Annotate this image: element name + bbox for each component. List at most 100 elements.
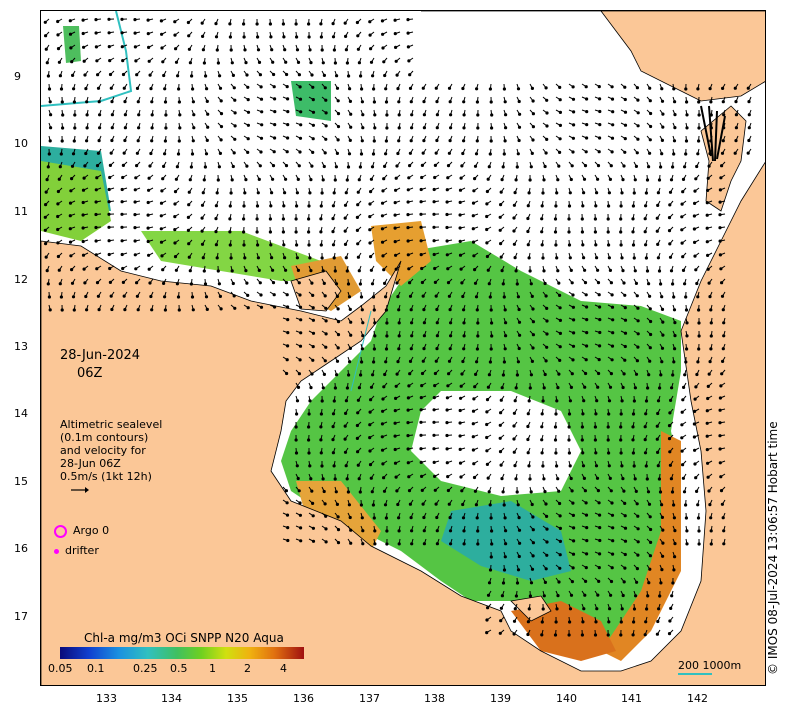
velocity-arrowhead bbox=[500, 386, 504, 390]
velocity-arrowhead bbox=[285, 513, 290, 517]
velocity-arrowhead bbox=[526, 204, 530, 208]
velocity-arrowhead bbox=[706, 188, 710, 192]
velocity-arrowhead bbox=[636, 124, 640, 128]
velocity-arrowhead bbox=[458, 421, 462, 425]
velocity-arrowhead bbox=[696, 87, 700, 91]
velocity-arrowhead bbox=[94, 225, 98, 230]
velocity-arrowhead bbox=[461, 86, 465, 91]
velocity-arrowhead bbox=[643, 425, 647, 429]
velocity-arrowhead bbox=[407, 489, 412, 493]
velocity-arrowhead bbox=[186, 20, 190, 25]
velocity-arrowhead bbox=[503, 100, 507, 104]
velocity-arrowhead bbox=[309, 61, 313, 65]
velocity-arrowhead bbox=[121, 175, 125, 180]
velocity-arrowhead bbox=[214, 243, 218, 247]
velocity-arrowhead bbox=[243, 256, 247, 260]
velocity-arrowhead bbox=[123, 126, 128, 130]
velocity-arrowhead bbox=[596, 281, 601, 285]
velocity-arrowhead bbox=[319, 35, 323, 39]
velocity-arrowhead bbox=[485, 214, 489, 219]
velocity-arrowhead bbox=[658, 386, 662, 390]
velocity-arrowhead bbox=[177, 308, 181, 312]
velocity-arrowhead bbox=[408, 502, 412, 506]
velocity-arrowhead bbox=[488, 295, 492, 299]
velocity-arrowhead bbox=[514, 477, 518, 481]
velocity-arrowhead bbox=[636, 98, 640, 102]
velocity-arrowhead bbox=[635, 580, 639, 584]
velocity-arrowhead bbox=[83, 281, 87, 285]
velocity-arrowhead bbox=[488, 152, 492, 156]
lat-tick-16: 16 bbox=[14, 542, 28, 555]
velocity-arrowhead bbox=[609, 372, 614, 376]
velocity-arrowhead bbox=[394, 384, 398, 388]
velocity-arrowhead bbox=[282, 243, 286, 247]
velocity-arrowhead bbox=[46, 74, 51, 78]
velocity-arrowhead bbox=[420, 280, 424, 285]
velocity-arrowhead bbox=[557, 580, 561, 584]
velocity-arrowhead bbox=[358, 165, 362, 169]
velocity-arrowhead bbox=[571, 293, 575, 297]
velocity-arrowhead bbox=[322, 164, 326, 169]
velocity-arrowhead bbox=[610, 566, 614, 570]
velocity-arrowhead bbox=[149, 151, 153, 156]
velocity-arrowhead bbox=[531, 333, 535, 337]
velocity-arrowhead bbox=[286, 97, 290, 101]
velocity-arrowhead bbox=[136, 139, 140, 143]
velocity-arrowhead bbox=[409, 100, 413, 104]
velocity-arrowhead bbox=[540, 204, 544, 208]
velocity-arrowhead bbox=[720, 502, 725, 506]
velocity-arrowhead bbox=[173, 255, 178, 259]
velocity-arrowhead bbox=[581, 620, 585, 624]
velocity-arrowhead bbox=[446, 164, 451, 168]
velocity-arrowhead bbox=[135, 164, 139, 168]
velocity-arrowhead bbox=[71, 295, 76, 299]
velocity-arrowhead bbox=[286, 123, 290, 127]
velocity-arrowhead bbox=[164, 113, 168, 117]
velocity-arrowhead bbox=[176, 152, 181, 156]
velocity-arrowhead bbox=[632, 399, 637, 403]
velocity-arrowhead bbox=[319, 425, 323, 429]
velocity-arrowhead bbox=[746, 86, 750, 90]
velocity-arrowhead bbox=[473, 489, 477, 493]
velocity-arrowhead bbox=[610, 305, 615, 309]
map-area[interactable] bbox=[40, 10, 766, 686]
velocity-arrowhead bbox=[490, 334, 494, 338]
lat-tick-17: 17 bbox=[14, 610, 28, 623]
velocity-arrowhead bbox=[203, 282, 208, 286]
velocity-arrowhead bbox=[360, 360, 364, 364]
velocity-arrowhead bbox=[382, 489, 387, 493]
velocity-arrowhead bbox=[633, 178, 637, 182]
velocity-arrowhead bbox=[580, 425, 585, 429]
velocity-arrowhead bbox=[285, 293, 289, 297]
velocity-arrowhead bbox=[623, 566, 627, 570]
velocity-arrowhead bbox=[545, 306, 549, 310]
velocity-arrowhead bbox=[432, 225, 436, 229]
velocity-arrowhead bbox=[718, 461, 722, 465]
velocity-arrowhead bbox=[368, 228, 372, 232]
velocity-arrowhead bbox=[394, 45, 398, 50]
velocity-arrowhead bbox=[487, 282, 491, 286]
velocity-arrowhead bbox=[407, 384, 411, 388]
velocity-arrowhead bbox=[667, 229, 672, 233]
velocity-arrowhead bbox=[597, 358, 601, 362]
velocity-arrowhead bbox=[343, 229, 347, 233]
velocity-arrowhead bbox=[310, 489, 314, 493]
velocity-arrowhead bbox=[571, 97, 576, 101]
velocity-arrowhead bbox=[271, 60, 275, 64]
velocity-arrowhead bbox=[673, 126, 677, 130]
velocity-arrowhead bbox=[147, 59, 151, 63]
velocity-arrowhead bbox=[643, 438, 647, 442]
velocity-arrowhead bbox=[607, 204, 611, 208]
velocity-arrowhead bbox=[610, 97, 615, 101]
velocity-arrowhead bbox=[192, 126, 196, 130]
velocity-arrowhead bbox=[357, 61, 361, 65]
velocity-arrowhead bbox=[432, 212, 436, 216]
velocity-arrowhead bbox=[693, 462, 697, 466]
velocity-arrowhead bbox=[445, 408, 449, 412]
velocity-arrowhead bbox=[60, 308, 64, 312]
velocity-arrowhead bbox=[476, 113, 480, 117]
velocity-arrowhead bbox=[706, 253, 710, 257]
velocity-arrowhead bbox=[246, 293, 250, 297]
velocity-arrowhead bbox=[109, 294, 113, 298]
velocity-arrowhead bbox=[419, 396, 423, 400]
